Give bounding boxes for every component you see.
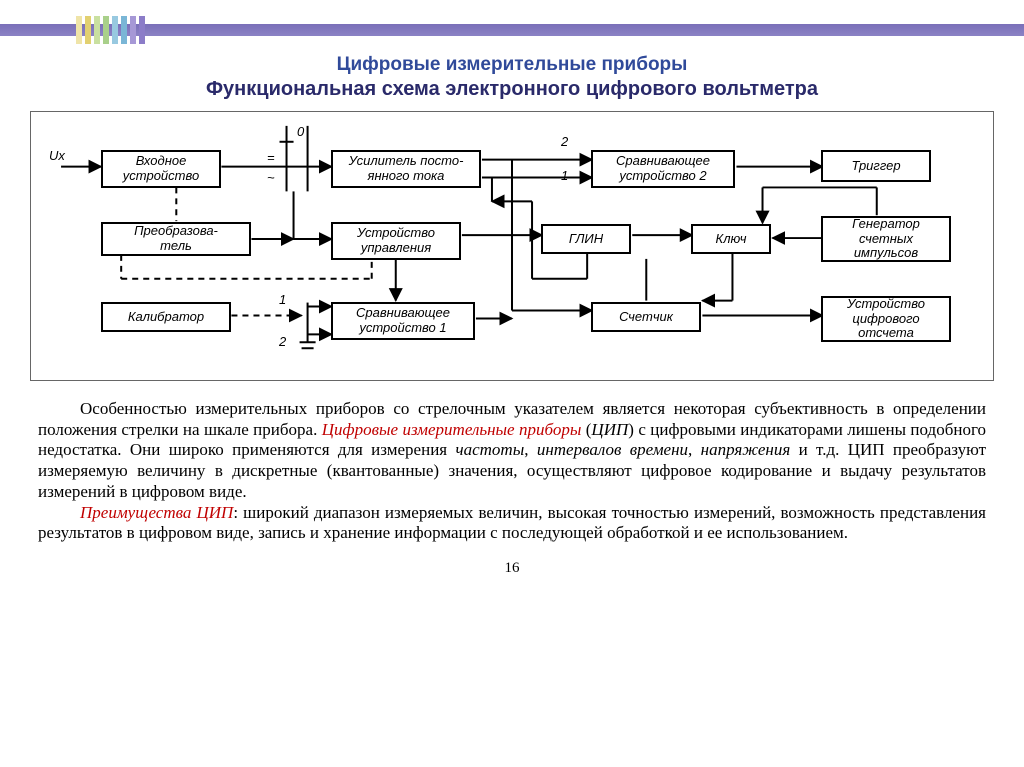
page-number: 16 xyxy=(0,560,1024,577)
block-amp: Усилитель посто-янного тока xyxy=(331,150,481,188)
body-text: Особенностью измерительных приборов со с… xyxy=(0,395,1024,554)
title-line-1: Цифровые измерительные приборы xyxy=(0,54,1024,76)
label-eq: = xyxy=(267,150,275,165)
header-bar xyxy=(0,24,1024,36)
header-accent-bars xyxy=(76,16,145,44)
label-two_a: 2 xyxy=(561,134,568,149)
paragraph-1: Особенностью измерительных приборов со с… xyxy=(38,399,986,503)
block-conv: Преобразова-тель xyxy=(101,222,251,256)
paragraph-2: Преимущества ЦИП: широкий диапазон измер… xyxy=(38,503,986,544)
block-ctrl: Устройствоуправления xyxy=(331,222,461,260)
block-display: Устройствоцифровогоотсчета xyxy=(821,296,951,342)
block-diagram: Входноеустройство Усилитель посто-янного … xyxy=(30,111,994,381)
block-cmp2: Сравнивающееустройство 2 xyxy=(591,150,735,188)
block-key: Ключ xyxy=(691,224,771,254)
label-tilde: ~ xyxy=(267,170,275,185)
block-cmp1: Сравнивающееустройство 1 xyxy=(331,302,475,340)
title-line-2: Функциональная схема электронного цифров… xyxy=(0,78,1024,101)
block-input: Входноеустройство xyxy=(101,150,221,188)
block-glin: ГЛИН xyxy=(541,224,631,254)
label-one_b: 1 xyxy=(279,292,286,307)
label-zero: 0 xyxy=(297,124,304,139)
label-two_b: 2 xyxy=(279,334,286,349)
block-calib: Калибратор xyxy=(101,302,231,332)
block-trig: Триггер xyxy=(821,150,931,182)
block-counter: Счетчик xyxy=(591,302,701,332)
block-gen: Генераторсчетныхимпульсов xyxy=(821,216,951,262)
label-one_a: 1 xyxy=(561,168,568,183)
label-ux: Uх xyxy=(49,148,65,163)
